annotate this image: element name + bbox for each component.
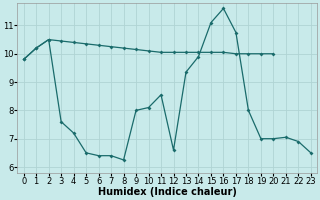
X-axis label: Humidex (Indice chaleur): Humidex (Indice chaleur)	[98, 187, 237, 197]
